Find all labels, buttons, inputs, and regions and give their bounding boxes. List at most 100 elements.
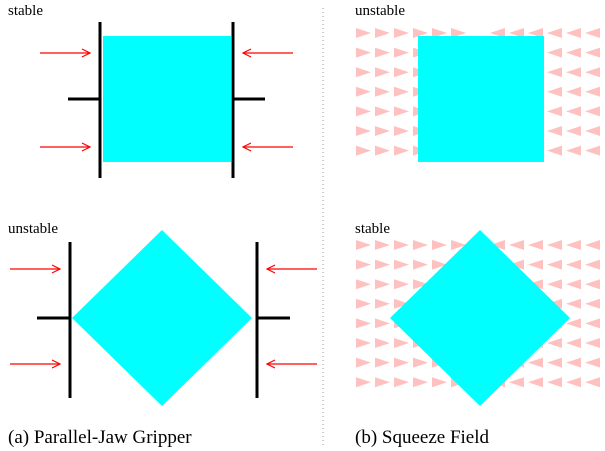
triangle-arrow-icon: [528, 240, 543, 250]
triangle-arrow-icon: [375, 28, 390, 38]
triangle-arrow-icon: [585, 126, 600, 136]
triangle-arrow-icon: [585, 377, 600, 388]
object-diamond: [390, 230, 570, 406]
triangle-arrow-icon: [566, 377, 581, 388]
triangle-arrow-icon: [394, 28, 409, 38]
triangle-arrow-icon: [528, 279, 543, 290]
triangle-arrow-icon: [356, 279, 371, 290]
triangle-arrow-icon: [509, 28, 524, 38]
triangle-arrow-icon: [413, 377, 428, 388]
triangle-arrow-icon: [375, 106, 390, 117]
triangle-arrow-icon: [566, 279, 581, 290]
triangle-arrow-icon: [547, 86, 562, 97]
triangle-arrow-icon: [394, 338, 409, 348]
triangle-arrow-icon: [490, 240, 505, 250]
triangle-arrow-icon: [566, 318, 581, 329]
triangle-arrow-icon: [356, 145, 371, 156]
triangle-arrow-icon: [528, 28, 543, 38]
triangle-arrow-icon: [375, 357, 390, 368]
triangle-arrow-icon: [509, 377, 524, 388]
triangle-arrow-icon: [375, 47, 390, 58]
object-diamond: [72, 230, 252, 406]
triangle-arrow-icon: [528, 357, 543, 368]
arrow-left-icon: [265, 264, 317, 274]
triangle-arrow-icon: [547, 338, 562, 348]
triangle-arrow-icon: [547, 126, 562, 136]
triangle-arrow-icon: [356, 126, 371, 136]
object-square: [103, 36, 231, 162]
triangle-arrow-icon: [375, 279, 390, 290]
triangle-arrow-icon: [394, 67, 409, 78]
triangle-arrow-icon: [566, 298, 581, 309]
arrow-right-icon: [40, 142, 92, 152]
triangle-arrow-icon: [375, 318, 390, 329]
triangle-arrow-icon: [547, 47, 562, 58]
triangle-arrow-icon: [356, 259, 371, 270]
bottom-right-state-label: stable: [355, 221, 390, 237]
arrow-right-icon: [40, 48, 92, 58]
triangle-arrow-icon: [356, 318, 371, 329]
triangle-arrow-icon: [547, 106, 562, 117]
triangle-arrow-icon: [394, 240, 409, 250]
triangle-arrow-icon: [566, 338, 581, 348]
triangle-arrow-icon: [585, 47, 600, 58]
triangle-arrow-icon: [375, 67, 390, 78]
triangle-arrow-icon: [356, 357, 371, 368]
triangle-arrow-icon: [356, 338, 371, 348]
squeeze-force-arrows: [40, 48, 293, 152]
triangle-arrow-icon: [547, 145, 562, 156]
triangle-arrow-icon: [356, 106, 371, 117]
triangle-arrow-icon: [566, 67, 581, 78]
triangle-arrow-icon: [566, 357, 581, 368]
triangle-arrow-icon: [547, 279, 562, 290]
triangle-arrow-icon: [394, 377, 409, 388]
triangle-arrow-icon: [432, 28, 447, 38]
triangle-arrow-icon: [547, 357, 562, 368]
triangle-arrow-icon: [432, 377, 447, 388]
triangle-arrow-icon: [585, 67, 600, 78]
triangle-arrow-icon: [356, 86, 371, 97]
triangle-arrow-icon: [394, 259, 409, 270]
triangle-arrow-icon: [413, 259, 428, 270]
triangle-arrow-icon: [394, 298, 409, 309]
triangle-arrow-icon: [432, 259, 447, 270]
triangle-arrow-icon: [356, 240, 371, 250]
caption-squeeze-field: (b) Squeeze Field: [355, 427, 490, 448]
triangle-arrow-icon: [394, 126, 409, 136]
object-square: [418, 36, 544, 162]
triangle-arrow-icon: [451, 240, 466, 250]
triangle-arrow-icon: [375, 86, 390, 97]
triangle-arrow-icon: [547, 377, 562, 388]
triangle-arrow-icon: [585, 28, 600, 38]
top-right-state-label: unstable: [355, 3, 405, 19]
triangle-arrow-icon: [585, 357, 600, 368]
triangle-arrow-icon: [566, 145, 581, 156]
triangle-arrow-icon: [356, 28, 371, 38]
triangle-arrow-icon: [356, 377, 371, 388]
arrow-right-icon: [10, 359, 62, 369]
triangle-arrow-icon: [394, 145, 409, 156]
triangle-arrow-icon: [356, 298, 371, 309]
caption-parallel-jaw-gripper: (a) Parallel-Jaw Gripper: [8, 427, 192, 448]
left-jaw: [68, 22, 102, 178]
triangle-arrow-icon: [585, 106, 600, 117]
triangle-arrow-icon: [375, 240, 390, 250]
right-jaw: [255, 242, 290, 398]
triangle-arrow-icon: [394, 279, 409, 290]
triangle-arrow-icon: [413, 279, 428, 290]
right-jaw: [231, 22, 265, 178]
triangle-arrow-icon: [394, 357, 409, 368]
triangle-arrow-icon: [394, 47, 409, 58]
triangle-arrow-icon: [509, 240, 524, 250]
triangle-arrow-icon: [566, 240, 581, 250]
triangle-arrow-icon: [413, 28, 428, 38]
arrow-left-icon: [241, 48, 293, 58]
triangle-arrow-icon: [585, 86, 600, 97]
triangle-arrow-icon: [413, 357, 428, 368]
triangle-arrow-icon: [375, 259, 390, 270]
triangle-arrow-icon: [566, 259, 581, 270]
triangle-arrow-icon: [356, 47, 371, 58]
triangle-arrow-icon: [356, 67, 371, 78]
triangle-arrow-icon: [394, 86, 409, 97]
